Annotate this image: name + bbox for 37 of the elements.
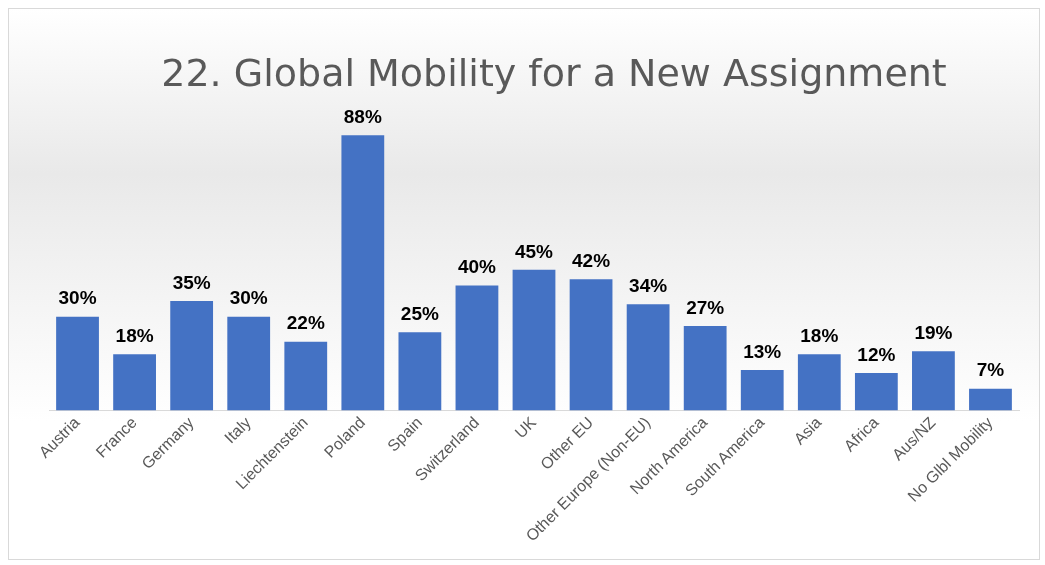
data-label: 45% bbox=[514, 240, 554, 262]
x-tick-label: UK bbox=[511, 413, 540, 442]
data-label: 30% bbox=[58, 287, 97, 309]
data-label: 18% bbox=[115, 325, 154, 346]
data-label: 40% bbox=[457, 256, 497, 278]
x-tick-label: Asia bbox=[790, 413, 825, 448]
chart-title: 22. Global Mobility for a New Assignment bbox=[160, 51, 948, 95]
data-label: 27% bbox=[686, 296, 725, 318]
data-label: 12% bbox=[857, 343, 896, 365]
data-label: 19% bbox=[914, 321, 953, 343]
data-label: 35% bbox=[172, 271, 211, 293]
bar bbox=[341, 135, 385, 411]
bar bbox=[626, 304, 670, 411]
bar bbox=[113, 354, 156, 411]
bar bbox=[683, 326, 727, 411]
data-label: 13% bbox=[743, 340, 782, 362]
bar bbox=[569, 279, 613, 411]
bar bbox=[797, 354, 841, 411]
data-label: 30% bbox=[229, 287, 268, 309]
data-label: 42% bbox=[572, 249, 611, 271]
data-label: 7% bbox=[976, 359, 1005, 381]
bar bbox=[398, 332, 442, 411]
data-label: 34% bbox=[629, 274, 668, 296]
bar bbox=[284, 341, 328, 411]
data-label: 22% bbox=[286, 312, 325, 334]
bar bbox=[56, 316, 99, 411]
bar bbox=[170, 301, 214, 411]
bar bbox=[969, 388, 1012, 411]
bar bbox=[912, 351, 955, 411]
data-label: 18% bbox=[800, 325, 839, 346]
data-label: 88% bbox=[343, 105, 382, 127]
bar bbox=[227, 316, 271, 411]
bar bbox=[455, 285, 499, 411]
bar bbox=[854, 373, 898, 411]
bar bbox=[740, 369, 784, 411]
data-label: 25% bbox=[400, 303, 439, 325]
bar bbox=[512, 269, 556, 411]
